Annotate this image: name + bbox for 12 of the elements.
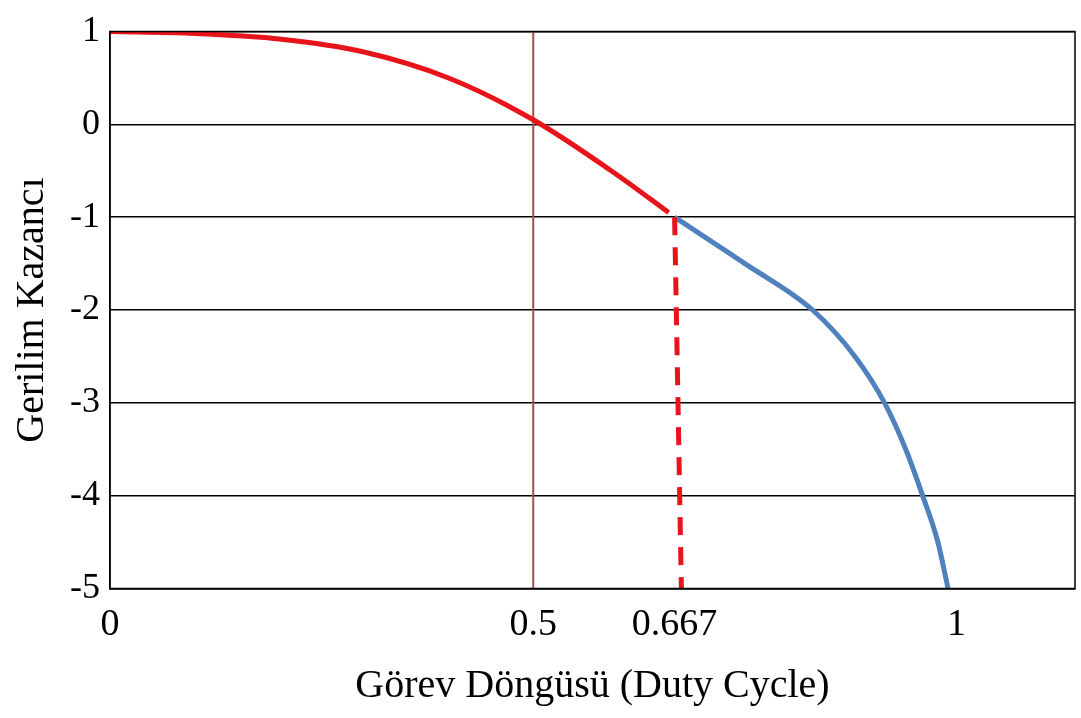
y-axis-title: Gerilim Kazancı bbox=[6, 177, 52, 443]
y-tick-label: -3 bbox=[69, 380, 100, 421]
y-tick-label: -1 bbox=[69, 194, 100, 235]
y-tick-label: 0 bbox=[81, 101, 100, 142]
x-tick-label: 1 bbox=[946, 601, 966, 644]
x-tick-label: 0.5 bbox=[509, 601, 557, 644]
y-tick-label: -5 bbox=[69, 565, 100, 606]
x-tick-label: 0.667 bbox=[631, 601, 718, 644]
x-axis-title: Görev Döngüsü (Duty Cycle) bbox=[355, 660, 830, 706]
y-tick-label: 1 bbox=[81, 9, 100, 50]
y-tick-label: -4 bbox=[69, 473, 100, 514]
y-tick-label: -2 bbox=[69, 287, 100, 328]
